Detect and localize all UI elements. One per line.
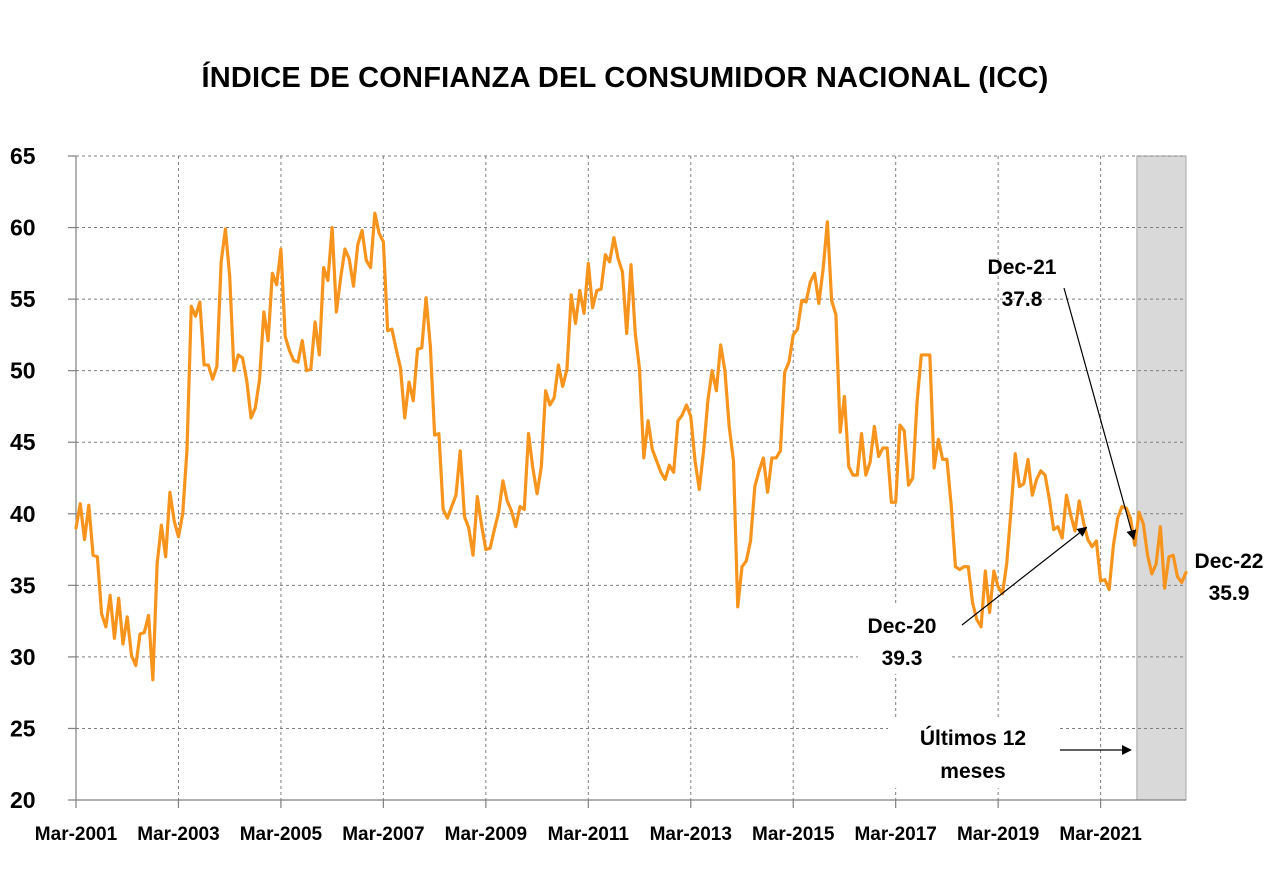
annotation-dec20-value: 39.3: [882, 647, 923, 670]
annotation-dec20-background: [858, 606, 952, 674]
x-tick-label: Mar-2017: [854, 824, 936, 845]
x-tick-label: Mar-2003: [137, 824, 219, 845]
shaded-last-12-months: [1136, 155, 1187, 801]
x-tick-label: Mar-2011: [548, 824, 630, 845]
icc-series-line: [74, 211, 1188, 682]
arrow-dec20: [961, 526, 1088, 626]
x-tick-label: Mar-2013: [650, 824, 732, 845]
x-tick-label: Mar-2021: [1059, 824, 1142, 845]
x-tick-label: Mar-2001: [35, 824, 118, 845]
y-tick-label: 55: [10, 286, 36, 312]
y-tick-label: 35: [10, 572, 36, 598]
y-tick-label: 45: [10, 429, 36, 455]
shaded-period-layer: [1136, 155, 1187, 801]
x-tick-label: Mar-2005: [240, 824, 323, 845]
y-tick-label: 20: [10, 787, 36, 813]
annotation-dec21-label: Dec-21: [988, 256, 1057, 279]
y-tick-label: 40: [10, 501, 36, 527]
gridlines: [76, 155, 1187, 800]
y-tick-label: 50: [10, 358, 36, 384]
x-tick-label: Mar-2015: [752, 824, 835, 845]
arrow-dec21: [1063, 287, 1137, 541]
y-tick-label: 60: [10, 215, 36, 241]
series-layer: [74, 211, 1188, 682]
last12-label-line1: Últimos 12: [920, 726, 1026, 750]
annotation-dec20-label: Dec-20: [868, 615, 937, 638]
axes: [68, 155, 1186, 808]
annotation-dec22-value: 35.9: [1209, 582, 1250, 605]
annotation-arrows: [961, 287, 1137, 755]
y-tick-label: 65: [10, 143, 36, 169]
annotation-dec22-label: Dec-22: [1195, 550, 1264, 573]
x-tick-labels: Mar-2001 Mar-2003 Mar-2005 Mar-2007 Mar-2009…: [35, 824, 1142, 845]
x-tick-label: Mar-2007: [342, 824, 424, 845]
chart-title: ÍNDICE DE CONFIANZA DEL CONSUMIDOR NACIO…: [201, 62, 1049, 94]
x-tick-label: Mar-2019: [957, 824, 1039, 845]
last12-label-background: [888, 718, 1058, 788]
x-tick-label: Mar-2009: [445, 824, 527, 845]
last12-label-line2: meses: [940, 760, 1005, 783]
annotation-dec21-value: 37.8: [1002, 288, 1043, 311]
y-tick-label: 25: [10, 715, 36, 741]
y-tick-label: 30: [10, 644, 36, 670]
y-tick-labels: 20 25 30 35 40 45 50 55 60 65: [10, 143, 36, 813]
annotations: Dec-21 37.8 Dec-20 39.3 Dec-22 35.9 Últi…: [858, 256, 1263, 788]
